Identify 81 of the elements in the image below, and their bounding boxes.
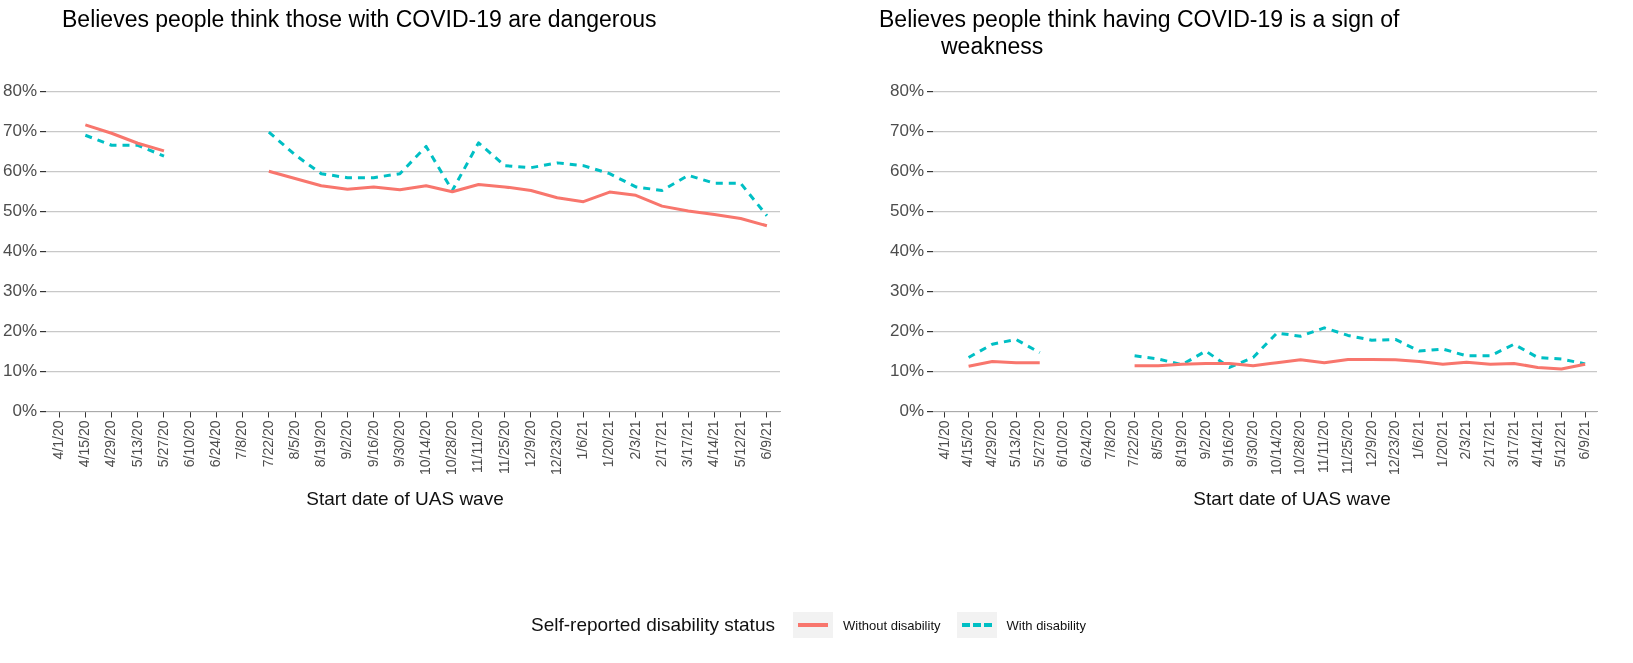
x-tick-label: 2/3/21 <box>1457 420 1474 460</box>
y-tick-label: 60% <box>889 160 925 180</box>
x-tick-label: 7/8/20 <box>1101 420 1118 460</box>
x-tick-label: 6/10/20 <box>181 420 198 468</box>
x-tick-label: 4/14/21 <box>705 420 722 468</box>
y-tick-label: 40% <box>2 241 38 261</box>
chart-title: Believes people think having COVID-19 is a sign of weakness <box>879 6 1401 60</box>
x-tick-label: 11/25/20 <box>495 420 512 474</box>
y-tick-label: 60% <box>2 160 38 180</box>
x-tick-label: 8/5/20 <box>1149 420 1166 460</box>
x-tick-label: 9/30/20 <box>1244 420 1261 468</box>
x-tick-label: 9/16/20 <box>1220 420 1237 468</box>
x-tick-label: 10/14/20 <box>1267 420 1284 475</box>
x-tick-label: 3/17/21 <box>1504 420 1521 468</box>
x-tick-label: 6/24/20 <box>207 420 224 468</box>
x-tick-label: 5/12/21 <box>1552 420 1569 468</box>
x-tick-label: 2/3/21 <box>626 420 643 460</box>
x-tick-label: 3/17/21 <box>679 420 696 468</box>
x-tick-label: 6/9/21 <box>1576 420 1592 460</box>
x-tick-label: 2/17/21 <box>1481 420 1498 468</box>
x-tick-label: 5/13/20 <box>128 420 145 468</box>
y-tick-label: 80% <box>889 80 925 100</box>
x-tick-label: 10/28/20 <box>443 420 460 475</box>
x-tick-label: 1/6/21 <box>574 420 591 460</box>
x-tick-label: 11/11/20 <box>1315 420 1332 473</box>
x-tick-label: 12/9/20 <box>1362 420 1379 468</box>
y-tick-label: 10% <box>889 361 925 381</box>
x-tick-label: 4/15/20 <box>959 420 976 468</box>
x-tick-label: 8/19/20 <box>312 420 329 468</box>
x-axis-title: Start date of UAS wave <box>305 488 505 510</box>
x-tick-label: 9/16/20 <box>364 420 381 468</box>
x-tick-label: 12/23/20 <box>548 420 565 475</box>
x-tick-label: 10/14/20 <box>416 420 433 475</box>
legend-label: With disability <box>1006 617 1086 633</box>
chart-title: Believes people think those with COVID-19 are dangerous <box>62 6 658 33</box>
x-tick-label: 4/1/20 <box>935 420 952 460</box>
y-tick-label: 0% <box>12 401 38 421</box>
x-tick-label: 8/5/20 <box>285 420 302 460</box>
y-tick-label: 40% <box>889 241 925 261</box>
legend-title: Self-reported disability status <box>531 614 775 636</box>
y-tick-label: 50% <box>2 201 38 220</box>
x-tick-label: 5/27/20 <box>154 420 171 468</box>
y-tick-label: 30% <box>889 281 925 301</box>
y-tick-label: 30% <box>2 281 38 301</box>
x-tick-label: 4/29/20 <box>102 420 119 468</box>
x-tick-label: 4/14/21 <box>1528 420 1545 468</box>
y-tick-label: 20% <box>889 321 925 341</box>
x-tick-label: 7/8/20 <box>233 420 250 460</box>
x-tick-label: 10/28/20 <box>1291 420 1308 475</box>
y-tick-label: 50% <box>889 201 925 220</box>
x-tick-label: 8/19/20 <box>1172 420 1189 468</box>
legend-label: Without disability <box>842 617 941 633</box>
x-tick-label: 6/9/21 <box>757 420 774 460</box>
x-tick-label: 5/27/20 <box>1030 420 1047 468</box>
y-tick-label: 20% <box>2 321 38 341</box>
x-tick-label: 1/20/21 <box>1433 420 1450 468</box>
x-tick-label: 1/6/21 <box>1410 420 1427 460</box>
x-tick-label: 9/2/20 <box>1196 420 1213 460</box>
x-tick-label: 4/29/20 <box>983 420 1000 468</box>
x-tick-label: 11/11/20 <box>469 420 486 473</box>
x-tick-label: 4/1/20 <box>49 420 66 460</box>
x-tick-label: 5/13/20 <box>1006 420 1023 468</box>
x-tick-label: 9/2/20 <box>338 420 355 460</box>
x-tick-label: 11/25/20 <box>1338 420 1355 474</box>
x-tick-label: 2/17/21 <box>652 420 669 468</box>
x-tick-label: 12/9/20 <box>521 420 538 468</box>
x-tick-label: 7/22/20 <box>1125 420 1142 468</box>
y-tick-label: 70% <box>2 120 38 140</box>
x-tick-label: 9/30/20 <box>390 420 407 468</box>
x-tick-label: 6/24/20 <box>1078 420 1095 468</box>
x-tick-label: 4/15/20 <box>76 420 93 468</box>
y-tick-label: 10% <box>2 361 38 381</box>
x-tick-label: 7/22/20 <box>259 420 276 468</box>
x-tick-label: 6/10/20 <box>1054 420 1071 468</box>
x-tick-label: 12/23/20 <box>1386 420 1403 475</box>
x-tick-label: 1/20/21 <box>600 420 617 468</box>
y-tick-label: 70% <box>889 120 925 140</box>
x-tick-label: 5/12/21 <box>731 420 748 468</box>
y-tick-label: 0% <box>899 401 925 421</box>
x-axis-title: Start date of UAS wave <box>1192 488 1392 510</box>
y-tick-label: 80% <box>2 80 38 100</box>
